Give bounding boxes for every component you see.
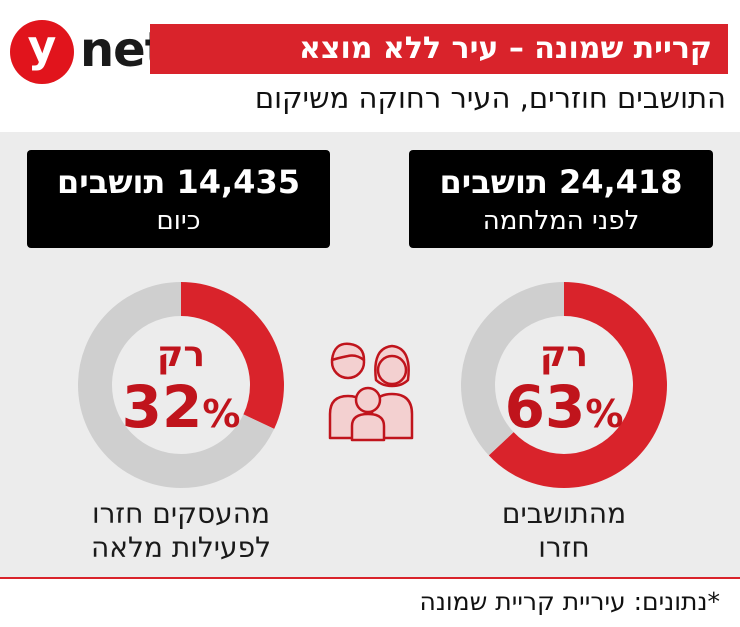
donut-businesses-only: רק [156, 334, 206, 375]
caption-residents-line1: מהתושבים [501, 497, 627, 530]
donut-residents-percent: 63% [459, 375, 669, 446]
donut-slice-remainder [78, 282, 284, 488]
stat-box-today: 14,435 תושבים כיום [27, 150, 330, 248]
donut-residents-label: רק 63% [459, 335, 669, 446]
caption-businesses-line2: לפעילות מלאה [91, 531, 271, 564]
donut-businesses-label: רק 32% [76, 335, 286, 446]
caption-businesses: מהעסקים חזרו לפעילות מלאה [60, 497, 302, 565]
donut-residents-unit: % [585, 392, 624, 436]
logo-mark-text: y [27, 21, 57, 72]
donut-businesses-value: 32 [121, 373, 203, 441]
stat-before-label: לפני המלחמה [482, 206, 640, 236]
donut-residents-value: 63 [504, 373, 586, 441]
donut-chart-residents [461, 282, 667, 488]
stat-box-before-war: 24,418 תושבים לפני המלחמה [409, 150, 713, 248]
stat-today-number: 14,435 תושבים [57, 163, 300, 201]
donut-residents-only: רק [539, 334, 589, 375]
source-note: *נתונים: עיריית קריית שמונה [419, 587, 720, 616]
donut-slice-remainder [461, 282, 667, 488]
stat-today-label: כיום [156, 206, 201, 236]
headline: קריית שמונה – עיר ללא מוצא [150, 24, 728, 74]
ynet-logo-mark[interactable]: y [10, 20, 74, 84]
footer-divider [0, 577, 740, 579]
stat-before-number: 24,418 תושבים [439, 163, 683, 201]
caption-residents-line2: חזרו [538, 531, 590, 564]
caption-businesses-line1: מהעסקים חזרו [91, 497, 271, 530]
family-icon [328, 342, 414, 442]
donut-chart-businesses [78, 282, 284, 488]
subheadline: התושבים חוזרים, העיר רחוקה משיקום [254, 81, 726, 115]
donut-businesses-unit: % [202, 392, 241, 436]
donut-businesses-percent: 32% [76, 375, 286, 446]
caption-residents: מהתושבים חזרו [454, 497, 674, 565]
